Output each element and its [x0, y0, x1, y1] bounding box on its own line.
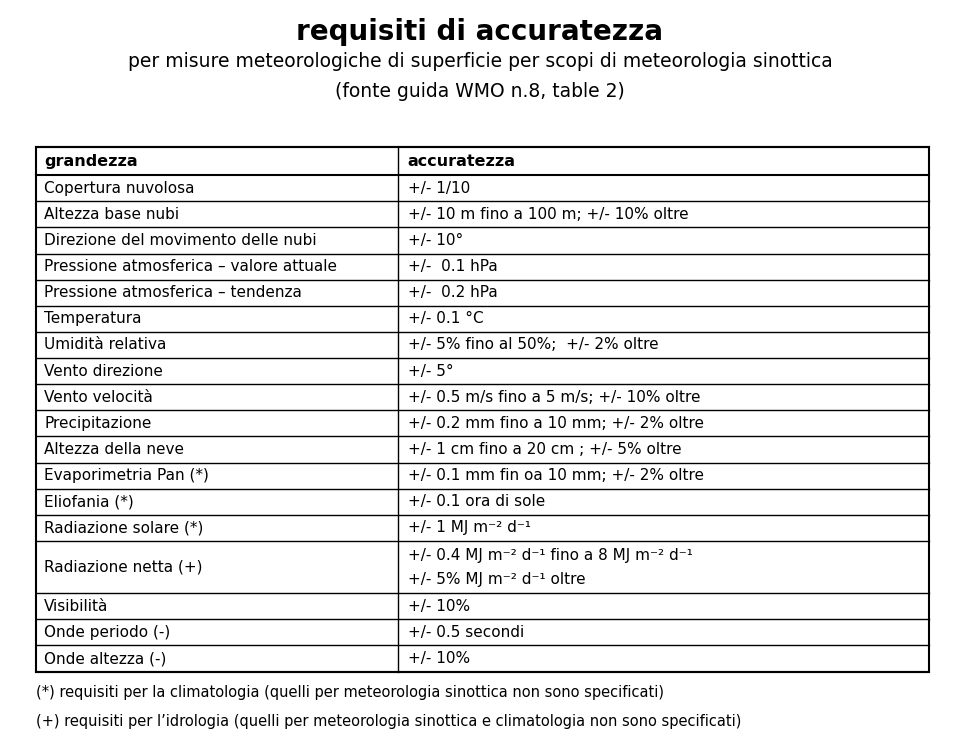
Text: +/-  0.2 hPa: +/- 0.2 hPa — [408, 286, 497, 300]
Bar — [36, 147, 929, 671]
Text: +/- 1 MJ m⁻² d⁻¹: +/- 1 MJ m⁻² d⁻¹ — [408, 520, 531, 535]
Text: Radiazione netta (+): Radiazione netta (+) — [44, 559, 203, 575]
Text: Pressione atmosferica – valore attuale: Pressione atmosferica – valore attuale — [44, 259, 337, 274]
Text: Visibilità: Visibilità — [44, 599, 108, 614]
Text: +/- 5% MJ m⁻² d⁻¹ oltre: +/- 5% MJ m⁻² d⁻¹ oltre — [408, 572, 586, 587]
Text: +/- 10%: +/- 10% — [408, 651, 469, 666]
Text: +/- 0.4 MJ m⁻² d⁻¹ fino a 8 MJ m⁻² d⁻¹: +/- 0.4 MJ m⁻² d⁻¹ fino a 8 MJ m⁻² d⁻¹ — [408, 548, 692, 562]
Text: +/- 0.1 °C: +/- 0.1 °C — [408, 311, 483, 326]
Text: Copertura nuvolosa: Copertura nuvolosa — [44, 181, 195, 196]
Text: requisiti di accuratezza: requisiti di accuratezza — [297, 18, 663, 46]
Text: grandezza: grandezza — [44, 154, 138, 169]
Text: +/-  0.1 hPa: +/- 0.1 hPa — [408, 259, 497, 274]
Text: +/- 0.1 ora di sole: +/- 0.1 ora di sole — [408, 495, 545, 509]
Text: accuratezza: accuratezza — [408, 154, 516, 169]
Text: Evaporimetria Pan (*): Evaporimetria Pan (*) — [44, 468, 209, 483]
Text: +/- 1/10: +/- 1/10 — [408, 181, 469, 196]
Text: Onde altezza (-): Onde altezza (-) — [44, 651, 166, 666]
Text: +/- 5% fino al 50%;  +/- 2% oltre: +/- 5% fino al 50%; +/- 2% oltre — [408, 338, 659, 353]
Text: Temperatura: Temperatura — [44, 311, 142, 326]
Text: Radiazione solare (*): Radiazione solare (*) — [44, 520, 204, 535]
Text: Precipitazione: Precipitazione — [44, 416, 152, 431]
Text: (*) requisiti per la climatologia (quelli per meteorologia sinottica non sono sp: (*) requisiti per la climatologia (quell… — [36, 684, 664, 700]
Text: (fonte guida WMO n.8, table 2): (fonte guida WMO n.8, table 2) — [335, 82, 625, 102]
Text: +/- 5°: +/- 5° — [408, 364, 453, 378]
Text: Pressione atmosferica – tendenza: Pressione atmosferica – tendenza — [44, 286, 302, 300]
Text: (+) requisiti per l’idrologia (quelli per meteorologia sinottica e climatologia : (+) requisiti per l’idrologia (quelli pe… — [36, 714, 742, 729]
Text: +/- 10°: +/- 10° — [408, 233, 463, 248]
Text: Vento velocità: Vento velocità — [44, 390, 153, 405]
Text: Altezza base nubi: Altezza base nubi — [44, 207, 180, 222]
Text: Direzione del movimento delle nubi: Direzione del movimento delle nubi — [44, 233, 317, 248]
Text: +/- 0.1 mm fin oa 10 mm; +/- 2% oltre: +/- 0.1 mm fin oa 10 mm; +/- 2% oltre — [408, 468, 704, 483]
Text: +/- 10%: +/- 10% — [408, 599, 469, 614]
Text: +/- 10 m fino a 100 m; +/- 10% oltre: +/- 10 m fino a 100 m; +/- 10% oltre — [408, 207, 688, 222]
Text: Onde periodo (-): Onde periodo (-) — [44, 625, 171, 640]
Text: +/- 1 cm fino a 20 cm ; +/- 5% oltre: +/- 1 cm fino a 20 cm ; +/- 5% oltre — [408, 442, 682, 457]
Text: per misure meteorologiche di superficie per scopi di meteorologia sinottica: per misure meteorologiche di superficie … — [128, 52, 832, 71]
Text: +/- 0.5 m/s fino a 5 m/s; +/- 10% oltre: +/- 0.5 m/s fino a 5 m/s; +/- 10% oltre — [408, 390, 700, 405]
Text: +/- 0.5 secondi: +/- 0.5 secondi — [408, 625, 524, 640]
Text: Umidità relativa: Umidità relativa — [44, 338, 166, 353]
Text: Eliofania (*): Eliofania (*) — [44, 495, 133, 509]
Text: +/- 0.2 mm fino a 10 mm; +/- 2% oltre: +/- 0.2 mm fino a 10 mm; +/- 2% oltre — [408, 416, 704, 431]
Text: Altezza della neve: Altezza della neve — [44, 442, 184, 457]
Text: Vento direzione: Vento direzione — [44, 364, 163, 378]
